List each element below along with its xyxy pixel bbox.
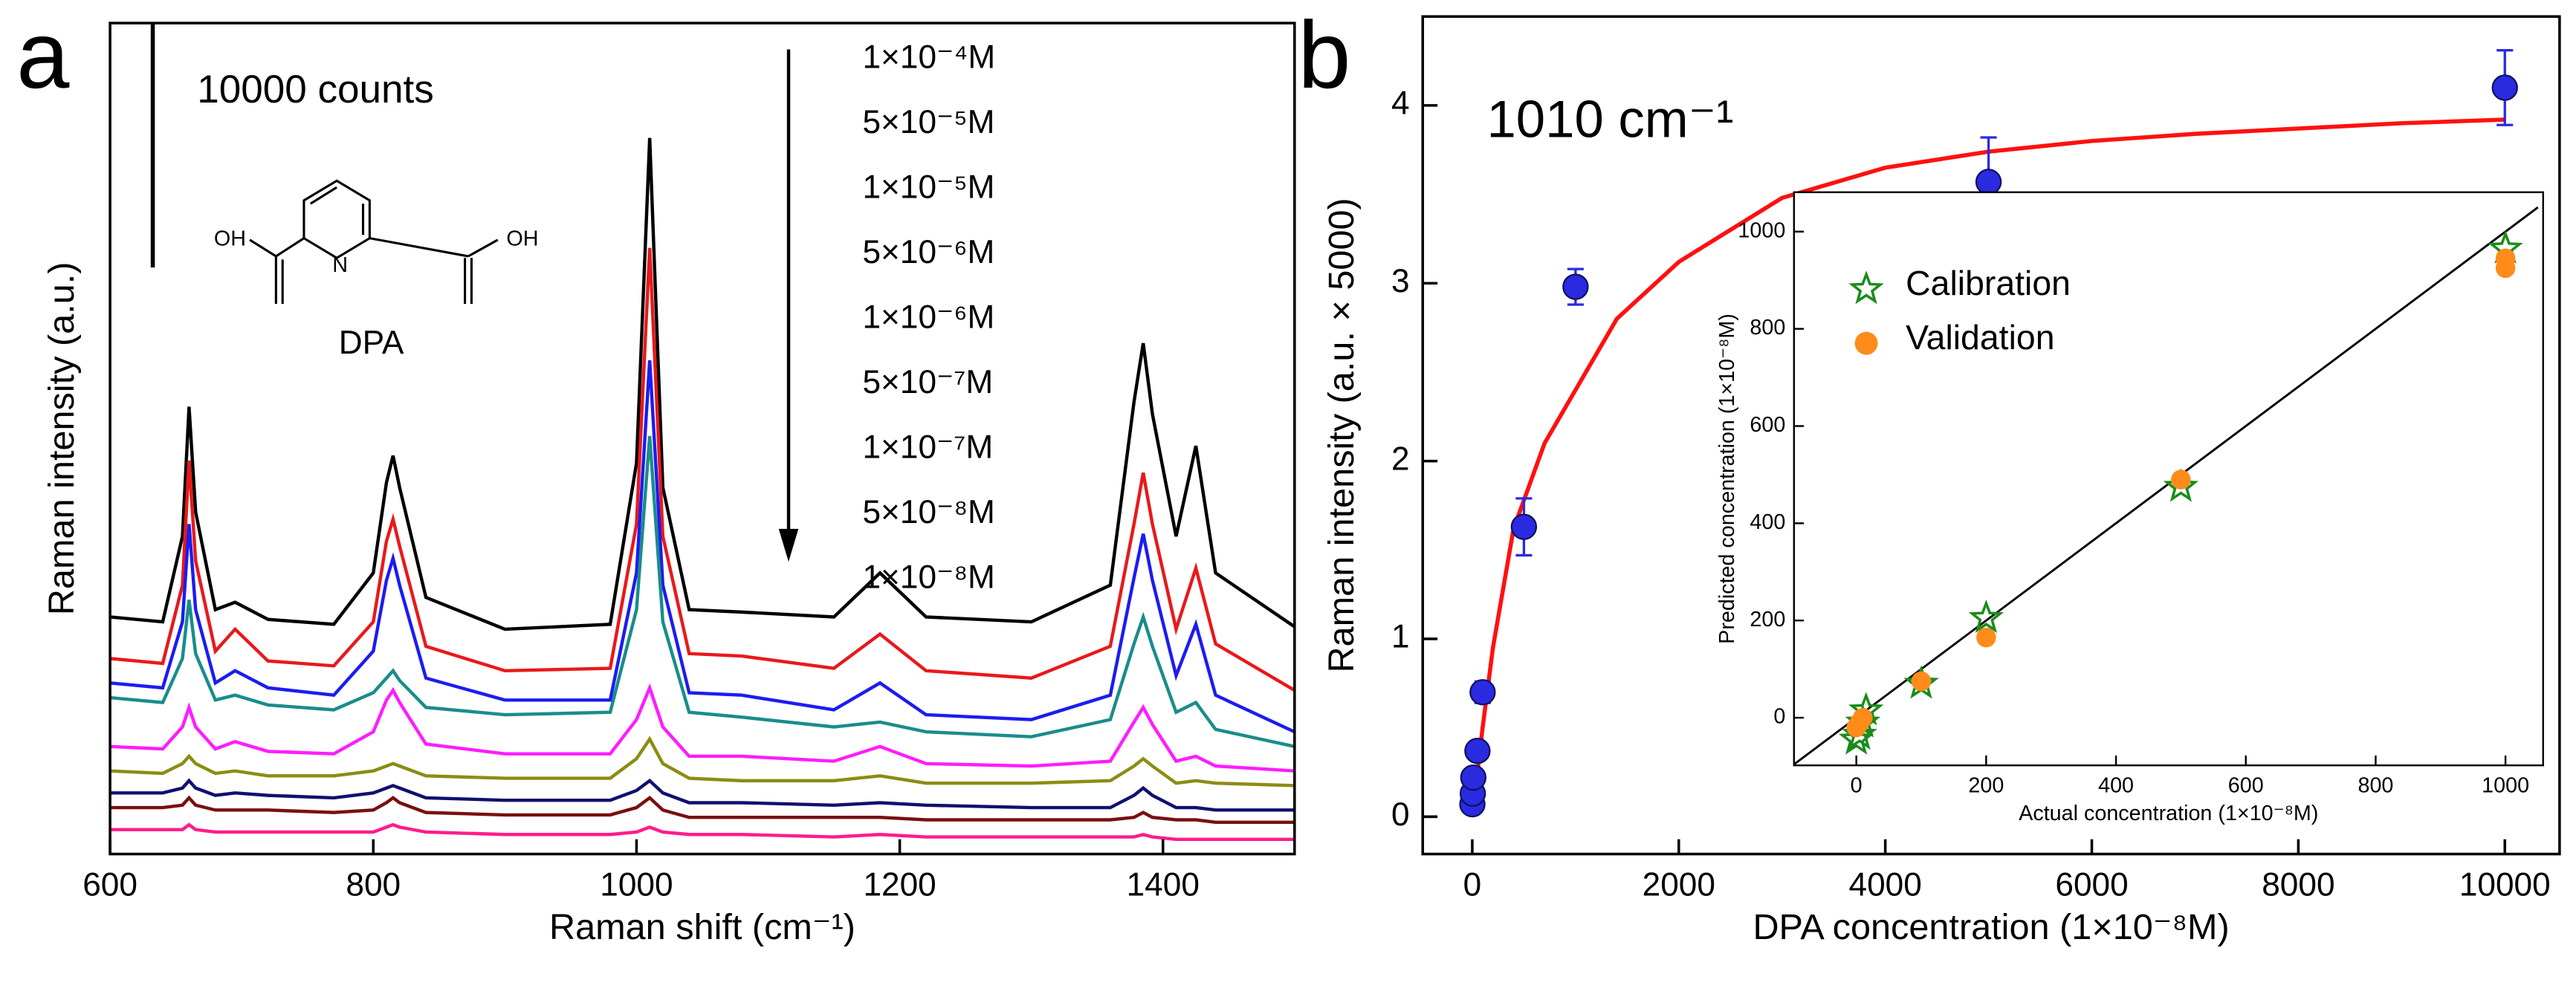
legend-label: 5×10⁻⁶M	[862, 234, 994, 270]
calibration-point	[1968, 600, 2004, 634]
x-tick-label: 1000	[600, 866, 673, 903]
x-axis-label: DPA concentration (1×10⁻⁸M)	[1753, 907, 2229, 947]
legend-label: 1×10⁻⁴M	[862, 39, 995, 75]
y-axis-label: Predicted concentration (1×10⁻⁸M)	[1715, 314, 1739, 644]
y-tick-label: 1000	[1738, 218, 1785, 242]
plot-frame	[1421, 15, 2561, 856]
y-tick-label: 400	[1750, 510, 1785, 534]
x-axis-label: Actual concentration (1×10⁻⁸M)	[2019, 802, 2318, 825]
x-tick-label: 600	[82, 866, 137, 903]
x-tick-label: 800	[346, 866, 401, 903]
x-tick-label: 1200	[863, 866, 936, 903]
data-point	[1464, 738, 1491, 764]
spectrum	[110, 822, 1295, 842]
atom-label: OH	[214, 227, 246, 250]
pyridine-ring	[302, 179, 371, 259]
spectrum	[109, 247, 1295, 692]
x-tick-label: 0	[1851, 774, 1863, 798]
reference-line	[1793, 206, 2539, 766]
y-tick-label: 2	[1391, 441, 1410, 477]
data-point	[1562, 273, 1589, 300]
bond	[369, 237, 469, 258]
legend-marker	[1854, 331, 1878, 355]
legend-label: 1×10⁻⁸M	[862, 559, 994, 596]
legend-label: 1×10⁻⁶M	[862, 299, 994, 336]
x-tick-label: 10000	[2459, 866, 2551, 903]
spectrum	[110, 778, 1295, 812]
validation-point	[1853, 707, 1873, 728]
legend-marker	[1848, 270, 1884, 305]
x-tick-label: 800	[2357, 774, 2393, 798]
bond	[249, 238, 277, 258]
y-tick-label: 800	[1750, 316, 1785, 340]
legend-label: 5×10⁻⁷M	[862, 364, 993, 400]
molecule-name: DPA	[339, 325, 404, 361]
x-tick-label: 400	[2098, 774, 2134, 798]
validation-point	[1976, 627, 1996, 648]
spectrum	[110, 795, 1295, 825]
arrow	[778, 49, 799, 562]
y-axis-label: Raman intensity (a.u.)	[42, 262, 82, 615]
bond	[467, 238, 499, 258]
plot-frame	[1793, 191, 2545, 767]
legend-label: 1×10⁻⁵M	[862, 169, 994, 205]
x-tick-label: 6000	[2055, 866, 2128, 903]
validation-point	[1911, 671, 1932, 692]
y-tick-label: 0	[1391, 796, 1410, 833]
spectrum	[109, 137, 1296, 631]
panel-label: b	[1298, 2, 1350, 108]
spectrum	[109, 435, 1295, 748]
plot-frame	[109, 22, 1296, 856]
y-tick-label: 600	[1750, 413, 1785, 437]
y-tick-label: 200	[1750, 608, 1785, 631]
data-point	[1469, 679, 1496, 706]
y-tick-label: 1	[1391, 619, 1410, 655]
bond	[309, 186, 337, 205]
data-point	[1975, 169, 2002, 195]
legend-label: 5×10⁻⁸M	[862, 494, 994, 530]
atom-label: N	[332, 253, 348, 277]
bond	[275, 237, 305, 258]
y-tick-label: 3	[1391, 263, 1410, 299]
x-tick-label: 1400	[1127, 866, 1200, 903]
spectrum	[109, 683, 1295, 773]
spectrum	[109, 360, 1295, 734]
panel-label: a	[16, 2, 70, 108]
x-tick-label: 600	[2228, 774, 2264, 798]
data-point	[2491, 74, 2518, 101]
calibration-point	[2163, 468, 2199, 502]
validation-point	[2171, 470, 2191, 490]
data-point	[1510, 513, 1538, 540]
scale-bar-label: 10000 counts	[197, 68, 434, 111]
atom-label: OH	[506, 227, 538, 250]
y-tick-label: 4	[1391, 85, 1410, 122]
x-axis-label: Raman shift (cm⁻¹)	[549, 907, 855, 947]
x-tick-label: 0	[1463, 866, 1482, 903]
x-tick-label: 200	[1968, 774, 2004, 798]
x-tick-label: 8000	[2262, 866, 2334, 903]
legend-label: Calibration	[1906, 264, 2071, 302]
legend-label: 1×10⁻⁷M	[862, 429, 993, 466]
data-point	[1460, 764, 1487, 791]
fit-curve	[1470, 117, 2505, 817]
x-tick-label: 2000	[1643, 866, 1715, 903]
x-tick-label: 1000	[2482, 774, 2529, 798]
validation-point	[2495, 258, 2516, 279]
arrow-head	[778, 528, 799, 562]
y-axis-label: Raman intensity (a.u. × 5000)	[1321, 198, 1362, 672]
dpa-molecule	[249, 179, 499, 305]
legend-label: Validation	[1906, 318, 2054, 357]
spectrum	[109, 735, 1295, 787]
legend-label: 5×10⁻⁵M	[862, 104, 994, 140]
y-tick-label: 0	[1773, 705, 1785, 729]
annotation: 1010 cm⁻¹	[1486, 90, 1733, 149]
x-tick-label: 4000	[1849, 866, 1922, 903]
